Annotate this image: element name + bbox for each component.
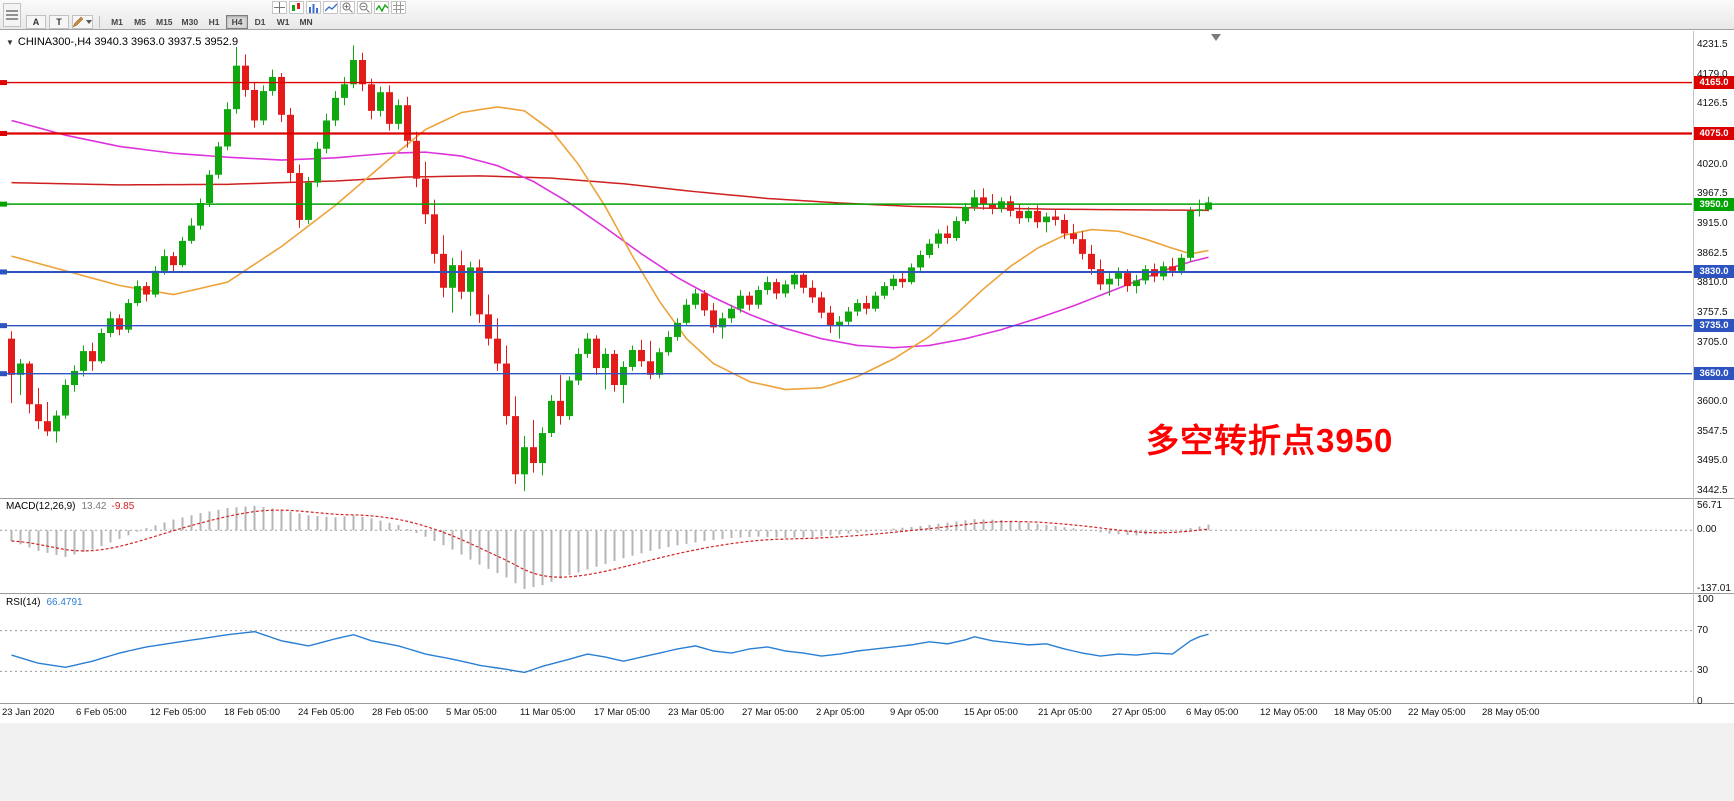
- time-axis-label: 21 Apr 05:00: [1038, 707, 1092, 718]
- time-axis-label: 18 Feb 05:00: [224, 707, 280, 718]
- chart-title-text: CHINA300-,H4 3940.3 3963.0 3937.5 3952.9: [17, 36, 239, 48]
- timeframe-button-group: M1 M5 M15 M30 H1 H4 D1 W1 MN: [106, 14, 317, 29]
- zoom-out-icon[interactable]: [357, 1, 372, 14]
- time-axis-label: 9 Apr 05:00: [890, 707, 939, 718]
- time-axis-label: 27 Apr 05:00: [1112, 707, 1166, 718]
- timeframe-button-m15[interactable]: M15: [156, 16, 173, 27]
- macd-main-value: 13.42: [81, 501, 107, 512]
- time-axis-label: 24 Feb 05:00: [298, 707, 354, 718]
- timeframe-button-w1[interactable]: W1: [276, 16, 290, 27]
- time-axis-label: 23 Jan 2020: [2, 707, 55, 718]
- line-chart-icon[interactable]: [323, 1, 338, 14]
- macd-name: MACD(12,26,9): [6, 501, 76, 512]
- time-axis-label: 2 Apr 05:00: [816, 707, 865, 718]
- time-axis-label: 12 May 05:00: [1260, 707, 1318, 718]
- draw-tool-button[interactable]: [72, 14, 93, 29]
- pencil-icon: [73, 16, 83, 27]
- chart-menu-icon[interactable]: ▼: [6, 38, 14, 47]
- menu-icon[interactable]: [3, 3, 21, 27]
- rsi-indicator-label: RSI(14) 66.4791: [6, 597, 83, 608]
- timeframe-button-mn[interactable]: MN: [299, 16, 313, 27]
- grid-icon[interactable]: [391, 1, 406, 14]
- time-axis-label: 15 Apr 05:00: [964, 707, 1018, 718]
- time-axis-label: 23 Mar 05:00: [668, 707, 724, 718]
- candlestick-chart-icon[interactable]: [289, 1, 304, 14]
- chart-title: ▼ CHINA300-,H4 3940.3 3963.0 3937.5 3952.…: [6, 36, 238, 48]
- macd-signal-value: -9.85: [111, 501, 135, 512]
- toolbar: A T M1 M5 M15 M30 H1 H4 D1 W1 MN: [0, 0, 1734, 30]
- time-axis-labels: 23 Jan 2020 6 Feb 05:00 12 Feb 05:00 18 Feb…: [0, 707, 1734, 723]
- time-axis-label: 27 Mar 05:00: [742, 707, 798, 718]
- indicators-icon[interactable]: [374, 1, 389, 14]
- time-axis-label: 11 Mar 05:00: [520, 707, 576, 718]
- price-axis[interactable]: [1694, 31, 1734, 703]
- dropdown-arrow-icon: [86, 19, 92, 24]
- chart-text-annotation[interactable]: 多空转折点3950: [1146, 422, 1394, 459]
- timeframe-button-m1[interactable]: M1: [111, 16, 123, 27]
- time-axis-label: 12 Feb 05:00: [150, 707, 206, 718]
- toolbar-separator: [99, 15, 100, 28]
- macd-indicator-label: MACD(12,26,9) 13.42 -9.85: [6, 501, 134, 512]
- crosshair-icon[interactable]: [272, 1, 287, 14]
- rsi-name: RSI(14): [6, 597, 41, 608]
- time-axis-label: 18 May 05:00: [1334, 707, 1392, 718]
- timeframe-button-h1[interactable]: H1: [208, 16, 220, 27]
- bar-chart-icon[interactable]: [306, 1, 321, 14]
- time-axis-label: 17 Mar 05:00: [594, 707, 650, 718]
- timeframe-button-d1[interactable]: D1: [254, 16, 266, 27]
- time-axis-label: 28 Feb 05:00: [372, 707, 428, 718]
- hamburger-icon: [6, 10, 18, 20]
- timeframe-button-m30[interactable]: M30: [181, 16, 199, 27]
- text-tool-button[interactable]: A: [26, 14, 46, 29]
- line-studies-and-timeframes: A T M1 M5 M15 M30 H1 H4 D1 W1 MN: [26, 14, 317, 29]
- time-axis-label: 22 May 05:00: [1408, 707, 1466, 718]
- chart-tools-icon-group: [272, 1, 406, 14]
- time-axis-label: 6 Feb 05:00: [76, 707, 127, 718]
- time-axis-label: 28 May 05:00: [1482, 707, 1540, 718]
- timeframe-button-h4[interactable]: H4: [226, 14, 249, 29]
- rsi-value: 66.4791: [46, 597, 83, 608]
- zoom-in-icon[interactable]: [340, 1, 355, 14]
- time-axis-label: 5 Mar 05:00: [446, 707, 497, 718]
- window-bottom-filler: [0, 723, 1734, 801]
- text-label-tool-button[interactable]: T: [49, 14, 69, 29]
- time-axis-label: 6 May 05:00: [1186, 707, 1239, 718]
- timeframe-button-m5[interactable]: M5: [134, 16, 146, 27]
